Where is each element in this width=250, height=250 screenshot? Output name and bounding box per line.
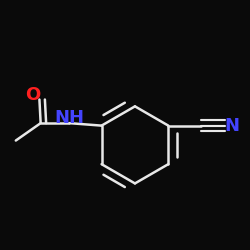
Text: N: N — [224, 116, 239, 134]
Text: O: O — [26, 86, 41, 104]
Text: NH: NH — [55, 109, 85, 127]
